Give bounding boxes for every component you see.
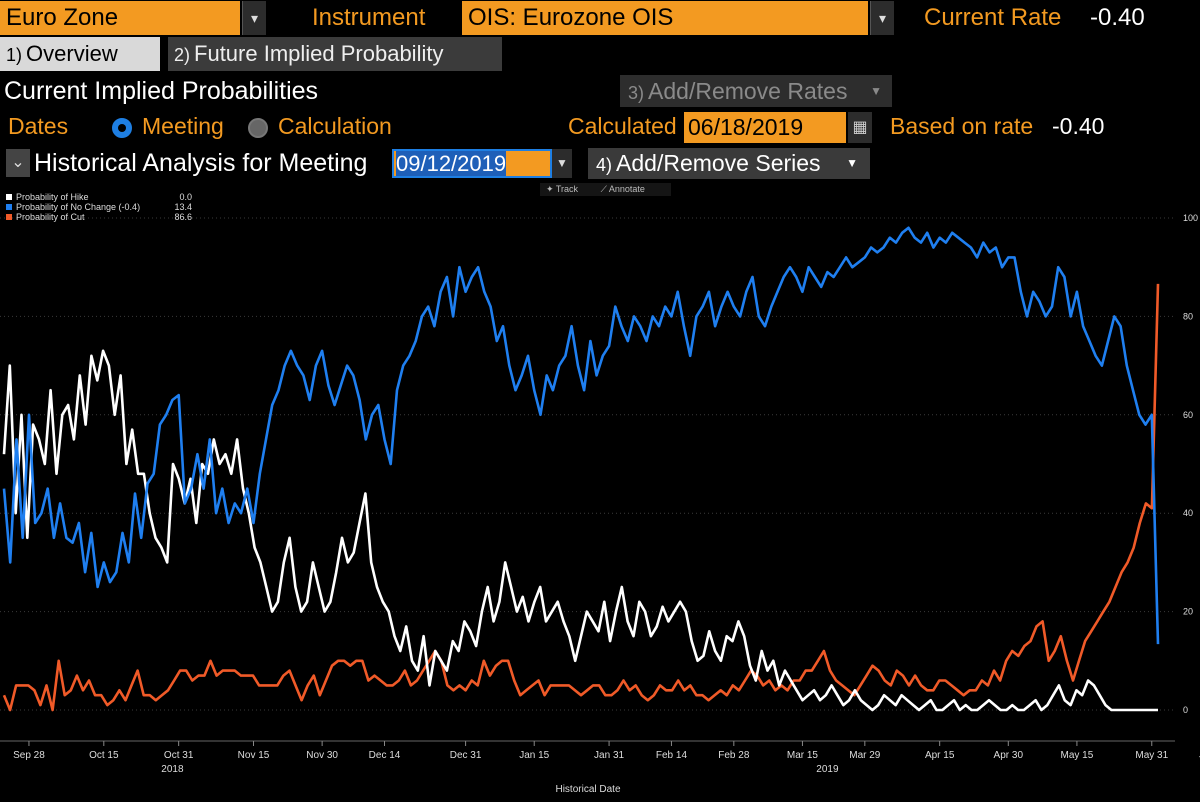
based-on-rate-label: Based on rate bbox=[890, 113, 1034, 139]
current-rate-label: Current Rate bbox=[924, 4, 1062, 31]
tab-future-label: Future Implied Probability bbox=[194, 41, 444, 66]
cut-line bbox=[2, 283, 1160, 712]
section-title: Current Implied Probabilities bbox=[4, 77, 319, 105]
legend-swatch-hike bbox=[6, 194, 12, 200]
tab-bar: 1) Overview 2) Future Implied Probability bbox=[0, 37, 1200, 71]
region-dropdown[interactable]: Euro Zone bbox=[0, 1, 240, 35]
y-tick-label: 20 bbox=[1183, 607, 1193, 617]
x-year-label: 2019 bbox=[816, 764, 839, 775]
region-dropdown-arrow-icon[interactable]: ▾ bbox=[242, 1, 266, 35]
legend-value-nochange: 13.4 bbox=[174, 202, 192, 212]
tab-overview[interactable]: 1) Overview bbox=[0, 37, 160, 71]
current-rate-value: -0.40 bbox=[1090, 4, 1145, 31]
instrument-dropdown-arrow-icon[interactable]: ▾ bbox=[870, 1, 894, 35]
collapse-chevron-icon[interactable]: ⌄ bbox=[6, 149, 30, 177]
legend-swatch-nochange bbox=[6, 204, 12, 210]
add-remove-series-button[interactable]: 4) Add/Remove Series ▼ bbox=[588, 148, 870, 179]
y-tick-label: 40 bbox=[1183, 508, 1193, 518]
legend-name-nochange: Probability of No Change (-0.4) bbox=[16, 202, 141, 212]
x-tick-label: May 31 bbox=[1135, 750, 1168, 761]
dates-label: Dates bbox=[8, 113, 69, 139]
x-tick-label: Mar 29 bbox=[849, 750, 881, 761]
top-bar: Euro Zone ▾ Instrument OIS: Eurozone OIS… bbox=[0, 0, 1200, 36]
x-axis-title: Historical Date bbox=[555, 784, 620, 795]
history-row: ⌄ Historical Analysis for Meeting 09/12/… bbox=[0, 146, 1200, 180]
meeting-date-value: 09/12/2019 bbox=[396, 151, 507, 176]
calculation-label[interactable]: Calculation bbox=[278, 113, 392, 139]
x-tick-label: Oct 31 bbox=[164, 750, 194, 761]
x-tick-label: Jan 15 bbox=[519, 750, 549, 761]
track-label: Track bbox=[555, 184, 579, 194]
x-tick-label: Feb 14 bbox=[656, 750, 688, 761]
legend-item-cut[interactable]: Probability of Cut 86.6 bbox=[6, 212, 192, 222]
x-tick-label: May 15 bbox=[1061, 750, 1094, 761]
meeting-radio[interactable] bbox=[112, 118, 132, 138]
y-tick-label: 100 bbox=[1183, 213, 1198, 223]
y-tick-label: 80 bbox=[1183, 311, 1193, 321]
probability-chart[interactable]: 0 20 40 60 80 100 Sep 28 Oct 15 Oct 31 Nov 15 Nov … bbox=[0, 180, 1200, 802]
x-tick-label: Jan 31 bbox=[594, 750, 624, 761]
legend-item-hike[interactable]: Probability of Hike 0.0 bbox=[6, 192, 192, 202]
x-tick-label: Dec 14 bbox=[369, 750, 401, 761]
legend-swatch-cut bbox=[6, 214, 12, 220]
x-tick-label: Mar 15 bbox=[787, 750, 819, 761]
section-header: Current Implied Probabilities 3) Add/Remo… bbox=[0, 73, 1200, 109]
tab-future-implied-probability[interactable]: 2) Future Implied Probability bbox=[168, 37, 502, 71]
x-tick-label: Nov 15 bbox=[238, 750, 270, 761]
series-label: Add/Remove Series bbox=[616, 150, 821, 176]
legend-value-cut: 86.6 bbox=[174, 212, 192, 222]
caret-down-icon: ▼ bbox=[870, 84, 882, 98]
calculated-date-input[interactable]: 06/18/2019 bbox=[684, 112, 846, 143]
instrument-label: Instrument bbox=[312, 4, 426, 31]
tab-overview-num: 1) bbox=[6, 45, 23, 65]
based-on-rate-value: -0.40 bbox=[1052, 113, 1105, 139]
hike-line bbox=[2, 349, 1158, 712]
calculation-radio[interactable] bbox=[248, 118, 268, 138]
add-rates-label: Add/Remove Rates bbox=[648, 78, 848, 104]
calendar-icon[interactable]: ▦ bbox=[848, 112, 872, 143]
x-tick-label: Dec 31 bbox=[450, 750, 482, 761]
legend-value-hike: 0.0 bbox=[179, 192, 192, 202]
x-year-label: 2018 bbox=[161, 764, 184, 775]
chart-tools: ✦ Track ⟋ Annotate bbox=[540, 183, 671, 196]
x-tick-label: Oct 15 bbox=[89, 750, 119, 761]
caret-down-icon: ▼ bbox=[846, 156, 858, 170]
meeting-label[interactable]: Meeting bbox=[142, 113, 224, 139]
x-tick-label: Nov 30 bbox=[306, 750, 338, 761]
meeting-date-input[interactable]: 09/12/2019 bbox=[392, 149, 552, 178]
chart-legend: Probability of Hike 0.0 Probability of N… bbox=[6, 192, 192, 222]
tab-overview-label: Overview bbox=[26, 41, 118, 66]
y-tick-label: 60 bbox=[1183, 410, 1193, 420]
annotate-tool[interactable]: ⟋ Annotate bbox=[600, 184, 645, 194]
x-tick-label: Apr 30 bbox=[994, 750, 1024, 761]
historical-analysis-title: Historical Analysis for Meeting bbox=[34, 149, 368, 177]
y-tick-label: 0 bbox=[1183, 705, 1188, 715]
calculated-label: Calculated bbox=[568, 113, 677, 139]
add-remove-rates-button[interactable]: 3) Add/Remove Rates ▼ bbox=[620, 75, 892, 107]
legend-item-nochange[interactable]: Probability of No Change (-0.4) 13.4 bbox=[6, 202, 192, 212]
tab-future-num: 2) bbox=[174, 45, 191, 65]
annotate-label: Annotate bbox=[608, 184, 645, 194]
x-tick-label: Feb 28 bbox=[718, 750, 750, 761]
legend-name-cut: Probability of Cut bbox=[16, 212, 85, 222]
nochange-line bbox=[2, 226, 1160, 645]
dates-row: Dates Meeting Calculation Calculated 06/… bbox=[0, 110, 1200, 144]
x-tick-label: Apr 15 bbox=[925, 750, 955, 761]
instrument-dropdown[interactable]: OIS: Eurozone OIS bbox=[462, 1, 868, 35]
add-rates-num: 3) bbox=[628, 83, 645, 103]
track-tool[interactable]: ✦ Track bbox=[546, 184, 579, 194]
series-num: 4) bbox=[596, 155, 613, 175]
x-tick-label: Sep 28 bbox=[13, 750, 45, 761]
legend-name-hike: Probability of Hike bbox=[16, 192, 89, 202]
meeting-date-arrow-icon[interactable]: ▼ bbox=[552, 149, 572, 178]
